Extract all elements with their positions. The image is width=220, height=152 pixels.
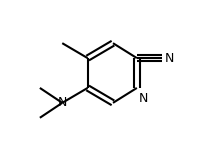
- Text: N: N: [58, 96, 67, 109]
- Text: N: N: [138, 92, 148, 105]
- Text: N: N: [165, 52, 175, 65]
